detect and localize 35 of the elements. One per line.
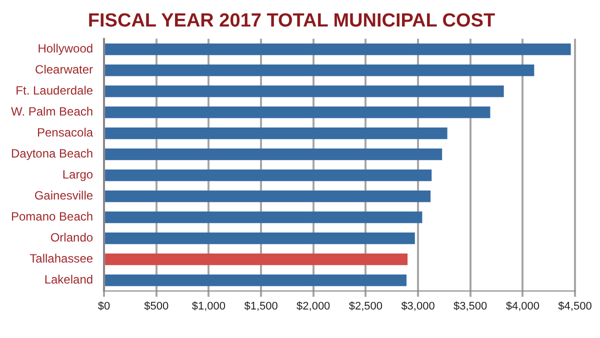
bar [105,170,432,182]
bar [105,254,408,266]
bar [105,86,504,98]
y-tick-label: Hollywood [38,42,94,56]
y-tick-label: Pensacola [37,126,94,140]
y-tick-label: Lakeland [44,272,94,287]
x-tick-label: $500 [144,300,169,312]
y-tick-label: Pomano Beach [10,210,94,224]
bar [105,274,407,286]
y-tick-label: Gainesville [34,188,94,203]
x-tick-label: $3,000 [401,300,435,312]
y-tick-label: Tallahassee [30,252,94,266]
y-tick-label: Ft. Lauderdale [16,84,94,98]
x-tick-label: $2,000 [296,300,330,312]
y-tick-label: Largo [62,168,94,182]
bar [105,44,571,56]
bar [105,190,431,202]
x-tick-label: $4,000 [506,300,540,312]
bar [105,106,490,118]
x-tick-label: $1,000 [192,300,226,312]
y-tick-label: Clearwater [35,62,94,77]
bar [105,128,448,140]
x-tick-label: $3,500 [454,300,488,312]
y-tick-label: Orlando [50,230,94,245]
x-tick-label: $2,500 [348,300,383,312]
y-tick-label: W. Palm Beach [11,104,94,119]
bar [105,148,442,160]
y-tick-label: Daytona Beach [10,146,94,161]
x-tick-label: $0 [98,300,110,312]
bar [105,64,534,76]
x-tick-label: $1,500 [244,300,278,312]
chart-title: FISCAL YEAR 2017 TOTAL MUNICIPAL COST [88,10,496,32]
x-tick-label: $4,500 [558,300,592,312]
bar [105,212,422,224]
bar [105,232,415,244]
